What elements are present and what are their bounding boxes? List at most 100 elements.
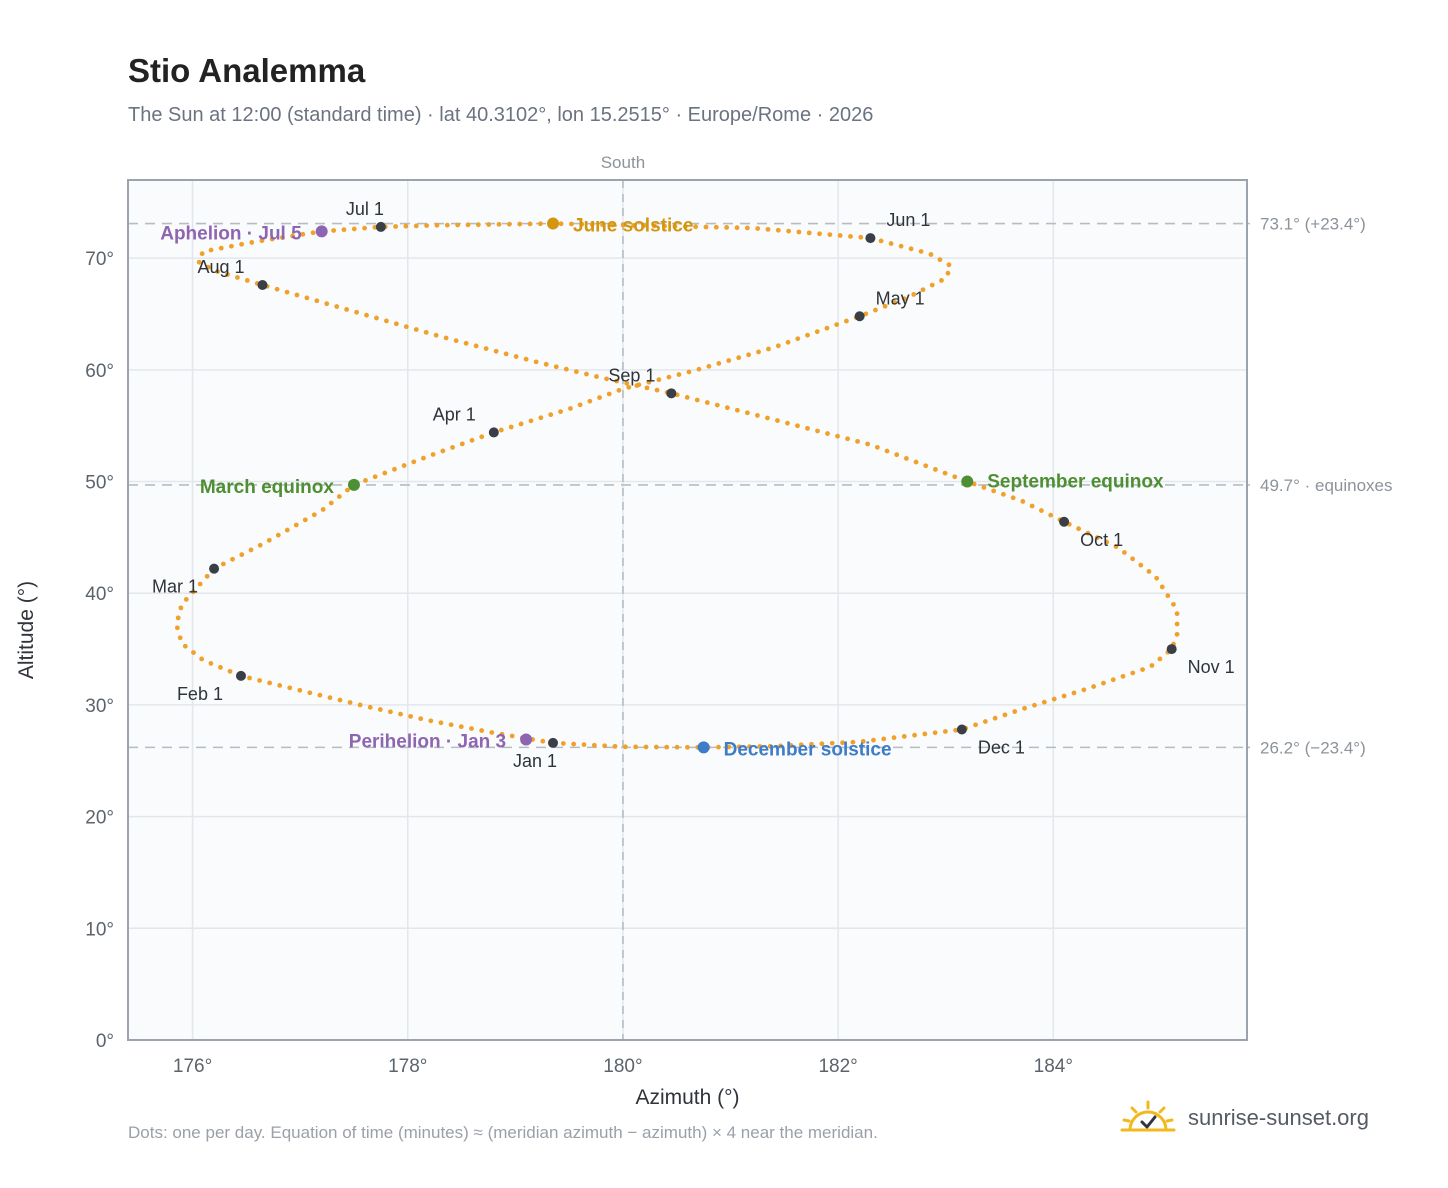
daily-point bbox=[293, 522, 299, 528]
daily-point bbox=[266, 537, 272, 543]
daily-point bbox=[646, 379, 652, 385]
daily-point bbox=[825, 431, 830, 436]
daily-point bbox=[413, 327, 419, 332]
daily-point bbox=[1154, 575, 1160, 581]
daily-point bbox=[424, 223, 430, 229]
month-marker bbox=[1059, 516, 1070, 527]
daily-point bbox=[785, 339, 791, 345]
daily-point bbox=[973, 722, 978, 728]
daily-point bbox=[408, 713, 413, 719]
daily-point bbox=[469, 726, 474, 732]
daily-point bbox=[616, 387, 622, 393]
daily-point bbox=[1130, 556, 1136, 562]
daily-point bbox=[633, 744, 639, 750]
daily-point bbox=[290, 233, 296, 239]
daily-point bbox=[1113, 544, 1119, 549]
month-marker bbox=[488, 427, 499, 438]
event-marker bbox=[347, 478, 360, 491]
daily-point bbox=[328, 500, 334, 506]
daily-point bbox=[248, 547, 254, 553]
daily-point bbox=[911, 292, 917, 297]
daily-point bbox=[344, 307, 350, 312]
daily-point bbox=[656, 377, 662, 383]
daily-point bbox=[513, 354, 519, 359]
daily-point bbox=[374, 315, 379, 321]
daily-point bbox=[674, 744, 680, 750]
daily-point bbox=[438, 720, 444, 726]
month-marker bbox=[956, 724, 967, 735]
event-marker bbox=[547, 217, 560, 230]
daily-point bbox=[806, 230, 812, 236]
daily-point bbox=[204, 573, 210, 579]
daily-point bbox=[334, 304, 340, 309]
daily-point bbox=[757, 744, 763, 749]
daily-point bbox=[225, 272, 230, 277]
daily-point bbox=[694, 397, 700, 403]
daily-point bbox=[174, 625, 180, 631]
meridian-label: South bbox=[601, 153, 645, 172]
daily-point bbox=[850, 739, 856, 745]
daily-point bbox=[324, 301, 330, 307]
daily-point bbox=[411, 459, 417, 465]
daily-point bbox=[208, 661, 214, 666]
daily-point bbox=[765, 226, 771, 232]
daily-point bbox=[686, 369, 692, 375]
daily-point bbox=[307, 690, 313, 696]
daily-point bbox=[685, 744, 690, 750]
daily-point bbox=[734, 225, 740, 231]
daily-point bbox=[881, 736, 887, 742]
daily-point bbox=[1051, 696, 1057, 702]
daily-point bbox=[450, 445, 455, 450]
daily-point bbox=[594, 374, 599, 379]
daily-point bbox=[239, 552, 245, 558]
daily-point bbox=[1002, 712, 1008, 718]
daily-point bbox=[175, 615, 181, 621]
daily-point bbox=[937, 257, 943, 263]
daily-point bbox=[543, 361, 549, 367]
daily-point bbox=[703, 224, 709, 230]
month-marker bbox=[257, 279, 268, 290]
daily-point bbox=[418, 716, 424, 722]
sun-check-icon bbox=[1120, 1100, 1176, 1132]
daily-point bbox=[392, 466, 397, 472]
daily-point bbox=[654, 387, 660, 393]
month-label: Aug 1 bbox=[197, 257, 244, 277]
daily-point bbox=[786, 228, 792, 234]
daily-point bbox=[922, 731, 928, 737]
daily-point bbox=[835, 433, 840, 439]
daily-point bbox=[884, 448, 890, 454]
daily-point bbox=[840, 740, 845, 746]
daily-point bbox=[479, 728, 485, 733]
brand-logo[interactable]: sunrise-sunset.org bbox=[1120, 1100, 1369, 1136]
daily-point bbox=[1138, 562, 1144, 568]
daily-point bbox=[672, 223, 678, 229]
daily-point bbox=[568, 406, 573, 411]
daily-point bbox=[509, 733, 515, 739]
daily-point bbox=[538, 221, 543, 227]
daily-point bbox=[475, 222, 481, 228]
daily-point bbox=[982, 719, 988, 724]
daily-point bbox=[1140, 667, 1145, 672]
daily-point bbox=[1061, 693, 1067, 699]
daily-point bbox=[604, 376, 609, 382]
daily-point bbox=[459, 441, 465, 447]
daily-point bbox=[1110, 677, 1116, 683]
daily-point bbox=[1174, 611, 1180, 617]
daily-point bbox=[817, 231, 822, 237]
daily-point bbox=[571, 741, 577, 747]
month-label: May 1 bbox=[876, 288, 925, 308]
daily-point bbox=[190, 589, 196, 595]
daily-point bbox=[1174, 631, 1180, 637]
daily-point bbox=[713, 224, 719, 230]
daily-point bbox=[384, 318, 389, 324]
daily-point bbox=[518, 421, 524, 427]
daily-point bbox=[367, 704, 373, 710]
daily-point bbox=[423, 329, 429, 335]
daily-point bbox=[259, 238, 265, 244]
y-tick-label: 20° bbox=[85, 808, 114, 829]
month-label: Jan 1 bbox=[513, 751, 557, 771]
daily-point bbox=[819, 741, 825, 747]
daily-point bbox=[1048, 512, 1054, 518]
daily-point bbox=[284, 527, 290, 533]
daily-point bbox=[247, 675, 252, 681]
